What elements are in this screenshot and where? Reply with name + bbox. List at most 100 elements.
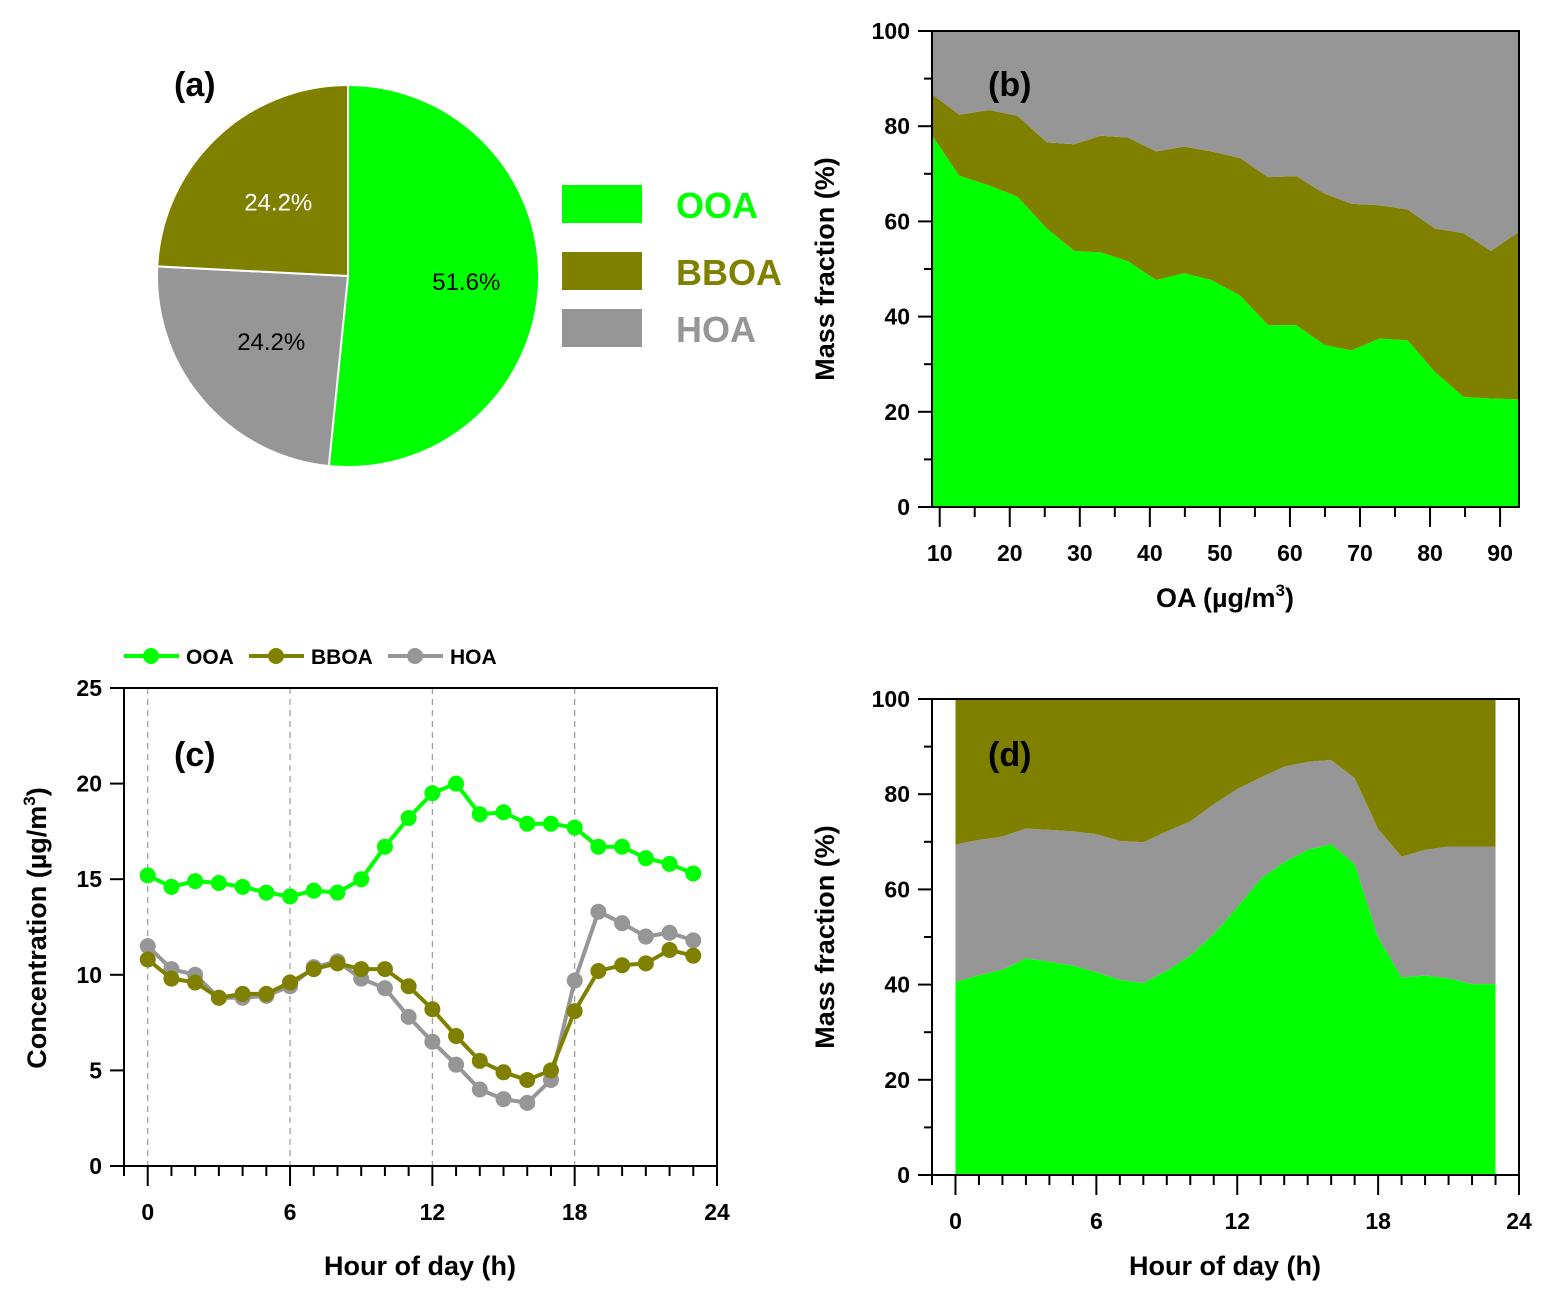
c-point-ooa bbox=[424, 785, 441, 802]
y-axis-title-c: Concentration (µg/m3) bbox=[20, 787, 52, 1069]
c-line-bboa bbox=[146, 947, 694, 1083]
c-point-ooa bbox=[566, 819, 583, 836]
c-point-bboa bbox=[329, 955, 346, 972]
c-x-tick-label: 24 bbox=[704, 1199, 730, 1225]
d-area-hoa bbox=[955, 759, 1496, 985]
c-point-ooa bbox=[376, 838, 393, 855]
legend-label-hoa: HOA bbox=[450, 646, 497, 669]
c-point-ooa bbox=[448, 775, 465, 792]
c-point-bboa bbox=[471, 1052, 488, 1069]
c-point-bboa bbox=[566, 1003, 583, 1020]
b-x-tick-label: 10 bbox=[927, 540, 953, 566]
panel-label-a: (a) bbox=[174, 66, 216, 104]
panel-a-pie-chart: 51.6% 24.2% 24.2% (a) OOA BBOA HOA bbox=[156, 66, 782, 468]
c-point-ooa bbox=[590, 838, 607, 855]
c-point-bboa bbox=[400, 978, 417, 995]
b-x-tick-label: 30 bbox=[1067, 540, 1093, 566]
c-point-hoa bbox=[448, 1056, 465, 1073]
panel-label-d: (d) bbox=[988, 736, 1031, 774]
c-point-bboa bbox=[210, 989, 227, 1006]
c-point-hoa bbox=[519, 1094, 536, 1111]
legend-marker-ooa bbox=[143, 648, 159, 664]
c-point-ooa bbox=[685, 865, 702, 882]
c-point-hoa bbox=[661, 924, 678, 941]
c-point-ooa bbox=[305, 882, 322, 899]
pie-data-label: 24.2% bbox=[244, 190, 312, 217]
c-point-hoa bbox=[637, 928, 654, 945]
legend-swatch-ooa bbox=[562, 185, 642, 223]
d-area-ooa bbox=[955, 844, 1496, 1175]
c-point-hoa bbox=[495, 1091, 512, 1108]
b-y-tick-label: 40 bbox=[884, 304, 910, 330]
pie-legend: OOA BBOA HOA bbox=[562, 185, 782, 350]
c-x-tick-label: 0 bbox=[141, 1199, 154, 1225]
pie-slice-bboa bbox=[156, 83, 349, 278]
c-point-ooa bbox=[329, 884, 346, 901]
c-point-bboa bbox=[661, 941, 678, 958]
c-point-ooa bbox=[187, 873, 204, 890]
legend-label-hoa: HOA bbox=[676, 309, 756, 350]
c-point-bboa bbox=[685, 947, 702, 964]
c-y-tick-label: 5 bbox=[89, 1057, 102, 1083]
pie-slice-hoa bbox=[156, 265, 350, 468]
c-y-tick-label: 25 bbox=[76, 675, 102, 701]
b-x-tick-label: 50 bbox=[1207, 540, 1233, 566]
legend-swatch-bboa bbox=[562, 252, 642, 290]
pie-slice-ooa bbox=[327, 83, 540, 468]
panel-d-area-chart: 0 20 40 60 80 100 0 6 12 18 24 (d) Hour of day (h)… bbox=[810, 686, 1532, 1281]
c-point-hoa bbox=[566, 972, 583, 989]
c-point-ooa bbox=[163, 878, 180, 895]
c-point-bboa bbox=[376, 961, 393, 978]
c-y-tick-label: 20 bbox=[76, 771, 102, 797]
c-point-ooa bbox=[234, 878, 251, 895]
c-point-bboa bbox=[258, 985, 275, 1002]
b-y-tick-label: 100 bbox=[872, 18, 910, 44]
c-y-tick-label: 15 bbox=[76, 866, 102, 892]
legend-label-bboa: BBOA bbox=[676, 252, 782, 293]
b-y-tick-label: 0 bbox=[897, 494, 910, 520]
c-point-bboa bbox=[542, 1062, 559, 1079]
c-point-bboa bbox=[614, 957, 631, 974]
c-x-tick-label: 6 bbox=[284, 1199, 297, 1225]
c-point-bboa bbox=[353, 961, 370, 978]
c-point-hoa bbox=[139, 938, 156, 955]
c-point-ooa bbox=[282, 888, 299, 905]
x-axis-title-c: Hour of day (h) bbox=[324, 1251, 516, 1281]
c-point-bboa bbox=[448, 1027, 465, 1044]
legend-marker-hoa bbox=[407, 648, 423, 664]
legend-label-ooa: OOA bbox=[186, 646, 234, 669]
c-x-tick-label: 12 bbox=[420, 1199, 446, 1225]
c-point-hoa bbox=[400, 1008, 417, 1025]
legend-label-ooa: OOA bbox=[676, 185, 758, 226]
c-point-ooa bbox=[661, 855, 678, 872]
b-x-tick-label: 20 bbox=[997, 540, 1023, 566]
c-point-hoa bbox=[590, 903, 607, 920]
c-point-ooa bbox=[210, 875, 227, 892]
b-x-tick-label: 90 bbox=[1487, 540, 1513, 566]
pie-data-label: 24.2% bbox=[237, 329, 305, 356]
c-line-hoa bbox=[146, 908, 694, 1106]
c-x-tick-label: 18 bbox=[562, 1199, 588, 1225]
c-point-ooa bbox=[519, 815, 536, 832]
legend-marker-bboa bbox=[268, 648, 284, 664]
b-area-hoa bbox=[932, 31, 1519, 251]
c-point-hoa bbox=[376, 980, 393, 997]
c-point-bboa bbox=[519, 1071, 536, 1088]
b-x-tick-label: 40 bbox=[1137, 540, 1163, 566]
c-point-ooa bbox=[258, 884, 275, 901]
c-point-ooa bbox=[614, 838, 631, 855]
d-y-tick-label: 60 bbox=[884, 876, 910, 902]
c-point-hoa bbox=[614, 915, 631, 932]
b-x-tick-label: 70 bbox=[1347, 540, 1373, 566]
c-point-ooa bbox=[542, 815, 559, 832]
panel-b-area-chart: 0 20 40 60 80 100 10 20 30 40 50 60 70 80 90 (b) OA (µ… bbox=[810, 18, 1520, 613]
d-y-tick-label: 20 bbox=[884, 1067, 910, 1093]
d-area-bboa bbox=[955, 699, 1496, 857]
panel-label-c: (c) bbox=[174, 736, 216, 774]
d-x-tick-label: 24 bbox=[1506, 1208, 1532, 1234]
c-point-ooa bbox=[637, 850, 654, 867]
b-y-tick-label: 20 bbox=[884, 399, 910, 425]
c-point-bboa bbox=[495, 1064, 512, 1081]
c-point-ooa bbox=[471, 806, 488, 823]
c-point-bboa bbox=[234, 985, 251, 1002]
